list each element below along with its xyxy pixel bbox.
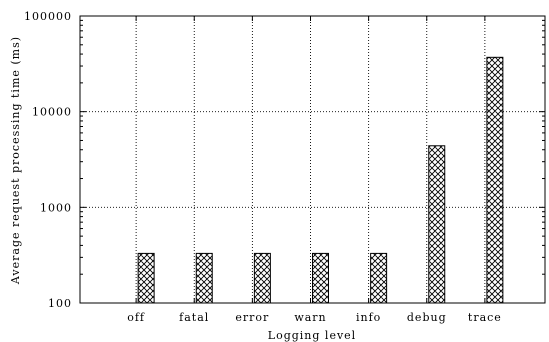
bar-trace <box>486 56 504 304</box>
bar-fatal <box>195 252 213 304</box>
y-tick-label: 100 <box>48 297 72 310</box>
y-tick-label: 10000 <box>32 106 72 119</box>
x-tick-label: trace <box>468 311 502 324</box>
y-tick-labels: 100 1000 10000 100000 <box>24 10 72 310</box>
x-tick-labels: off fatal error warn info debug trace <box>127 311 502 324</box>
bar-off <box>137 252 155 304</box>
plot-frame <box>79 15 546 304</box>
x-tick-label: error <box>235 311 269 324</box>
x-tick-label: fatal <box>179 311 209 324</box>
axis-ticks <box>80 16 545 304</box>
bar-warn <box>312 252 329 304</box>
bar-error <box>253 252 271 304</box>
grid-lines <box>80 16 545 303</box>
bars <box>137 56 504 304</box>
bar-debug <box>428 145 446 304</box>
x-axis-title: Logging level <box>268 329 356 342</box>
x-tick-label: warn <box>294 311 326 324</box>
y-tick-label: 1000 <box>40 201 72 214</box>
x-tick-label: debug <box>407 311 447 324</box>
y-tick-label: 100000 <box>24 10 72 23</box>
x-tick-label: info <box>356 311 381 324</box>
x-tick-label: off <box>127 311 145 324</box>
y-axis-title: Average request processing time (ms) <box>9 36 22 285</box>
bar-info <box>370 252 388 304</box>
